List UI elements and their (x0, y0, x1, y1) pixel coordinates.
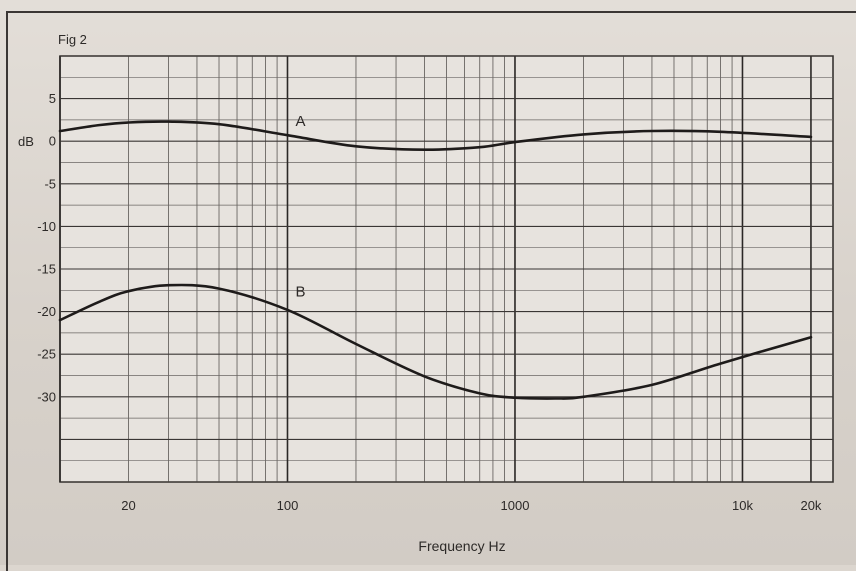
x-tick-label: 10k (732, 498, 753, 513)
major-gridlines (59, 55, 833, 483)
series-line-b (58, 283, 813, 400)
x-tick-labels: 20 100 1000 10k 20k (121, 498, 822, 513)
x-tick-label: 20k (800, 498, 821, 513)
x-tick-label: 20 (121, 498, 135, 513)
y-tick-label: 5 (49, 91, 56, 106)
series-label-a: A (295, 113, 305, 130)
figure-label: Fig 2 (58, 32, 87, 47)
y-tick-label: -20 (37, 304, 56, 319)
y-tick-label: -25 (37, 347, 56, 362)
series-line-a (58, 120, 813, 152)
x-axis-label: Frequency Hz (418, 538, 505, 554)
y-tick-label: -30 (37, 389, 56, 404)
y-axis-label: dB (18, 134, 34, 149)
series-labels: AB (295, 113, 305, 300)
y-tick-label: 0 (49, 134, 56, 149)
y-tick-labels: 5 0 -5 -10 -15 -20 -25 -30 (37, 91, 56, 404)
series-lines (58, 120, 813, 400)
series-label-b: B (295, 283, 305, 300)
x-tick-label: 100 (277, 498, 299, 513)
y-tick-label: -15 (37, 262, 56, 277)
y-tick-label: -5 (44, 176, 56, 191)
x-tick-label: 1000 (501, 498, 530, 513)
figure-frame (6, 11, 856, 571)
y-tick-label: -10 (37, 219, 56, 234)
